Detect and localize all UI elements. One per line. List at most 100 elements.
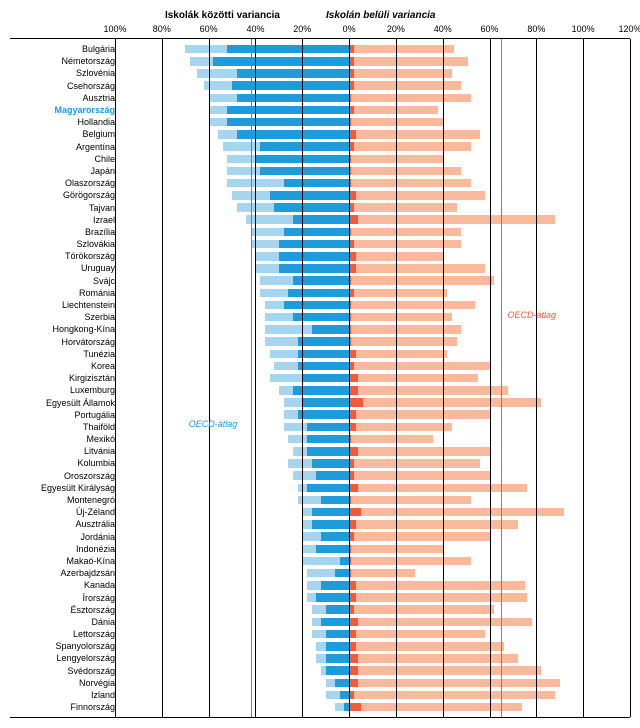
- bar-within-dark: [349, 484, 358, 493]
- country-label: Oroszország: [64, 471, 115, 481]
- bar-within-light: [349, 581, 525, 590]
- bar-within-light: [349, 81, 461, 90]
- bar-between-dark: [326, 654, 349, 663]
- bar-between-dark: [307, 423, 349, 432]
- bar-within-dark: [349, 447, 358, 456]
- country-label: Thaiföld: [83, 422, 115, 432]
- country-label: Görögország: [63, 190, 115, 200]
- country-label: Új-Zéland: [76, 507, 115, 517]
- bar-between-dark: [302, 398, 349, 407]
- country-label: Korea: [91, 361, 115, 371]
- country-label: Ausztria: [82, 93, 115, 103]
- bar-between-dark: [335, 569, 349, 578]
- bar-within-dark: [349, 350, 356, 359]
- bar-within-light: [349, 215, 555, 224]
- bar-within-dark: [349, 654, 358, 663]
- header-left: Iskolák közötti variancia: [165, 10, 280, 21]
- bar-within-light: [349, 203, 457, 212]
- bar-within-light: [349, 654, 518, 663]
- bar-within-dark: [349, 386, 358, 395]
- bar-within-light: [349, 410, 489, 419]
- x-axis-tick-label: 80%: [527, 24, 545, 34]
- country-label: Szerbia: [84, 312, 115, 322]
- bar-within-dark: [349, 508, 361, 517]
- country-label: Tajvan: [89, 203, 115, 213]
- bar-between-dark: [232, 81, 349, 90]
- bar-within-light: [349, 691, 555, 700]
- bar-between-dark: [298, 350, 350, 359]
- bar-within-dark: [349, 618, 358, 627]
- country-label: Uruguay: [81, 263, 115, 273]
- bar-within-light: [349, 532, 489, 541]
- country-label: Finnország: [70, 702, 115, 712]
- bar-between-dark: [316, 593, 349, 602]
- bar-within-light: [349, 520, 518, 529]
- bar-within-dark: [349, 520, 356, 529]
- country-label: Norvégia: [79, 678, 115, 688]
- country-label: Chile: [94, 154, 115, 164]
- country-label: Litvánia: [84, 446, 115, 456]
- bar-within-light: [349, 45, 454, 54]
- bar-within-dark: [349, 642, 356, 651]
- bar-between-dark: [237, 130, 349, 139]
- oecd-label-left: OECD-átlag: [189, 419, 238, 429]
- bar-within-dark: [349, 679, 358, 688]
- gridline: [162, 39, 163, 717]
- country-label: Hollandia: [77, 117, 115, 127]
- bar-within-light: [349, 374, 478, 383]
- x-axis-labels: 100%80%60%40%20%0%20%40%60%80%100%120%: [10, 24, 630, 38]
- country-label: Bulgária: [82, 44, 115, 54]
- bar-within-light: [349, 386, 508, 395]
- bar-within-light: [349, 289, 447, 298]
- country-label: Spanyolország: [55, 641, 115, 651]
- bar-between-dark: [307, 447, 349, 456]
- bar-within-light: [349, 630, 485, 639]
- bar-between-dark: [316, 545, 349, 554]
- country-label: Egyesült Királyság: [41, 483, 115, 493]
- bar-within-light: [349, 350, 447, 359]
- bar-within-light: [349, 447, 489, 456]
- bar-between-dark: [326, 605, 349, 614]
- country-label: Kolumbia: [77, 458, 115, 468]
- bar-between-dark: [260, 167, 349, 176]
- bar-between-dark: [307, 484, 349, 493]
- country-label: Svájc: [93, 276, 115, 286]
- bar-between-dark: [302, 374, 349, 383]
- country-label: Kanada: [84, 580, 115, 590]
- bar-within-light: [349, 362, 489, 371]
- x-axis-tick-label: 20%: [293, 24, 311, 34]
- bar-within-light: [349, 191, 485, 200]
- bar-within-light: [349, 642, 504, 651]
- x-axis-tick-label: 60%: [200, 24, 218, 34]
- country-label: Jordánia: [80, 532, 115, 542]
- x-axis-tick-label: 80%: [153, 24, 171, 34]
- country-label: Argentína: [76, 142, 115, 152]
- x-axis-tick-label: 100%: [103, 24, 126, 34]
- bar-within-light: [349, 94, 471, 103]
- oecd-avg-line-right: [501, 39, 502, 717]
- bar-between-dark: [279, 264, 349, 273]
- plot-area: BulgáriaNémetországSzlovéniaCsehországAu…: [10, 38, 630, 718]
- bar-between-dark: [307, 435, 349, 444]
- bar-within-light: [349, 569, 415, 578]
- bar-within-light: [349, 142, 471, 151]
- country-label: Olaszország: [65, 178, 115, 188]
- country-label: Magyarország: [54, 105, 115, 115]
- bar-between-dark: [312, 508, 349, 517]
- bar-within-dark: [349, 264, 356, 273]
- gridline: [583, 39, 584, 717]
- bar-between-dark: [288, 289, 349, 298]
- bar-within-light: [349, 459, 480, 468]
- bar-between-dark: [270, 191, 350, 200]
- country-label: Azerbajdzsán: [60, 568, 115, 578]
- gridline: [536, 39, 537, 717]
- country-label: Egyesült Államok: [46, 398, 115, 408]
- bar-within-light: [349, 398, 541, 407]
- bar-within-dark: [349, 593, 356, 602]
- bar-within-dark: [349, 666, 358, 675]
- bar-between-dark: [321, 532, 349, 541]
- bar-within-light: [349, 264, 485, 273]
- bar-between-dark: [326, 630, 349, 639]
- gridline: [443, 39, 444, 717]
- country-label: Belgium: [82, 129, 115, 139]
